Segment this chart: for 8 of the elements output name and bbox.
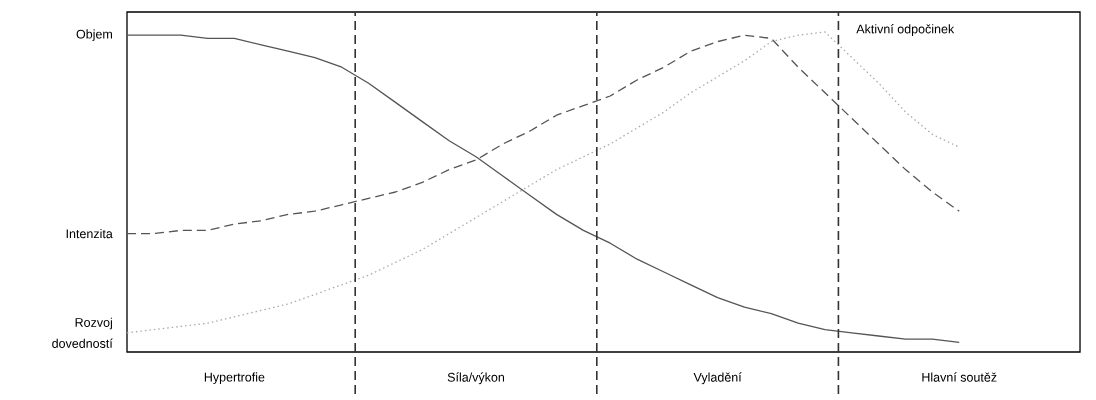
x-tick-label: Vyladění [693, 372, 742, 385]
series-label: Objem [76, 29, 112, 42]
series-label: Intenzita [66, 229, 113, 239]
x-tick-label: Hlavní soutěž [922, 372, 997, 382]
x-tick-label: Hypertrofie [204, 372, 265, 385]
annotation: Aktivní odpočinek [856, 24, 955, 36]
x-tick-label: Síla/výkon [447, 372, 505, 385]
series-label: Rozvoj dovedností [52, 317, 113, 348]
